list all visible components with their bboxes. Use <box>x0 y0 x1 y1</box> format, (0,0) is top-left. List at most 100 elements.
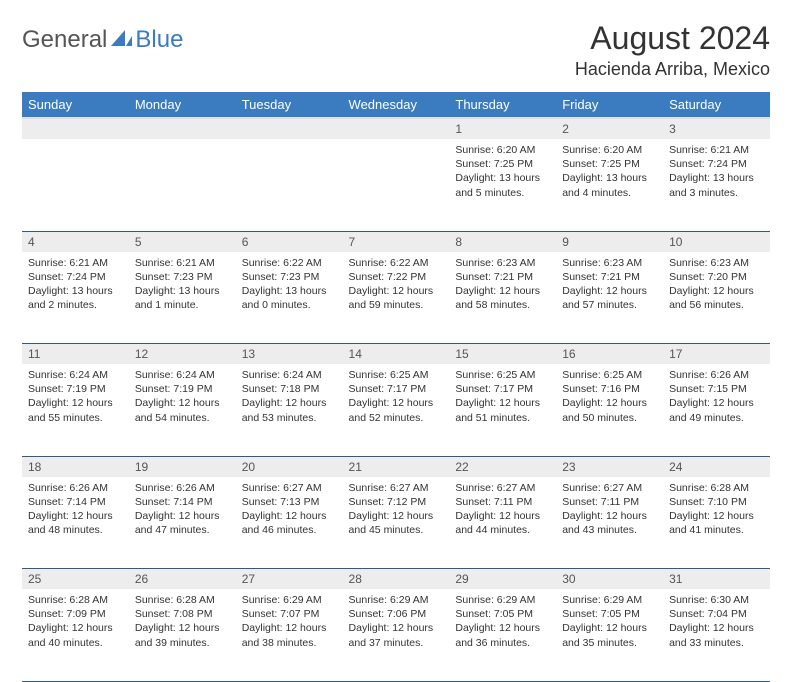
weekday-header: Sunday <box>22 92 129 118</box>
day-cell: Sunrise: 6:29 AMSunset: 7:07 PMDaylight:… <box>236 589 343 681</box>
day-content-row: Sunrise: 6:21 AMSunset: 7:24 PMDaylight:… <box>22 252 770 344</box>
day-number-cell: 2 <box>556 118 663 139</box>
day-number-cell <box>22 118 129 139</box>
day-number-cell: 4 <box>22 231 129 252</box>
weekday-header: Wednesday <box>343 92 450 118</box>
day-cell: Sunrise: 6:28 AMSunset: 7:09 PMDaylight:… <box>22 589 129 681</box>
day-content: Sunrise: 6:29 AMSunset: 7:05 PMDaylight:… <box>449 589 556 656</box>
day-number-cell: 17 <box>663 344 770 365</box>
day-cell: Sunrise: 6:20 AMSunset: 7:25 PMDaylight:… <box>556 139 663 231</box>
day-number-cell: 26 <box>129 569 236 590</box>
day-number-cell: 19 <box>129 456 236 477</box>
brand-sail-icon <box>111 28 133 53</box>
day-number-cell: 24 <box>663 456 770 477</box>
day-content: Sunrise: 6:27 AMSunset: 7:13 PMDaylight:… <box>236 477 343 544</box>
day-number-cell: 23 <box>556 456 663 477</box>
weekday-header: Monday <box>129 92 236 118</box>
weekday-header: Tuesday <box>236 92 343 118</box>
day-cell <box>129 139 236 231</box>
day-number-cell: 5 <box>129 231 236 252</box>
day-cell: Sunrise: 6:22 AMSunset: 7:22 PMDaylight:… <box>343 252 450 344</box>
title-block: August 2024 Hacienda Arriba, Mexico <box>575 20 770 80</box>
day-content: Sunrise: 6:24 AMSunset: 7:19 PMDaylight:… <box>129 364 236 431</box>
day-number-cell: 14 <box>343 344 450 365</box>
day-number-cell <box>129 118 236 139</box>
day-content: Sunrise: 6:23 AMSunset: 7:21 PMDaylight:… <box>556 252 663 319</box>
day-cell: Sunrise: 6:25 AMSunset: 7:16 PMDaylight:… <box>556 364 663 456</box>
day-number-row: 11121314151617 <box>22 344 770 365</box>
day-number-cell: 25 <box>22 569 129 590</box>
calendar-table: SundayMondayTuesdayWednesdayThursdayFrid… <box>22 92 770 682</box>
day-number-cell: 11 <box>22 344 129 365</box>
day-number-cell: 16 <box>556 344 663 365</box>
day-cell: Sunrise: 6:27 AMSunset: 7:13 PMDaylight:… <box>236 477 343 569</box>
day-number-row: 123 <box>22 118 770 139</box>
day-cell: Sunrise: 6:21 AMSunset: 7:24 PMDaylight:… <box>663 139 770 231</box>
day-cell: Sunrise: 6:29 AMSunset: 7:05 PMDaylight:… <box>556 589 663 681</box>
day-number-cell: 3 <box>663 118 770 139</box>
day-number-cell: 29 <box>449 569 556 590</box>
day-cell <box>236 139 343 231</box>
day-content: Sunrise: 6:25 AMSunset: 7:17 PMDaylight:… <box>343 364 450 431</box>
day-number-cell <box>343 118 450 139</box>
day-cell: Sunrise: 6:27 AMSunset: 7:11 PMDaylight:… <box>449 477 556 569</box>
location-name: Hacienda Arriba, Mexico <box>575 59 770 80</box>
day-cell: Sunrise: 6:24 AMSunset: 7:19 PMDaylight:… <box>129 364 236 456</box>
day-number-cell: 7 <box>343 231 450 252</box>
brand-text-general: General <box>22 26 107 54</box>
day-number-row: 45678910 <box>22 231 770 252</box>
day-content: Sunrise: 6:26 AMSunset: 7:14 PMDaylight:… <box>129 477 236 544</box>
day-content: Sunrise: 6:21 AMSunset: 7:24 PMDaylight:… <box>22 252 129 319</box>
day-content: Sunrise: 6:29 AMSunset: 7:07 PMDaylight:… <box>236 589 343 656</box>
day-cell: Sunrise: 6:26 AMSunset: 7:14 PMDaylight:… <box>22 477 129 569</box>
calendar-header-row: SundayMondayTuesdayWednesdayThursdayFrid… <box>22 92 770 118</box>
day-cell: Sunrise: 6:25 AMSunset: 7:17 PMDaylight:… <box>449 364 556 456</box>
day-cell: Sunrise: 6:29 AMSunset: 7:05 PMDaylight:… <box>449 589 556 681</box>
day-number-cell: 15 <box>449 344 556 365</box>
day-number-cell: 28 <box>343 569 450 590</box>
day-number-cell: 20 <box>236 456 343 477</box>
day-number-cell: 30 <box>556 569 663 590</box>
day-number-cell: 1 <box>449 118 556 139</box>
weekday-header: Friday <box>556 92 663 118</box>
day-number-cell: 13 <box>236 344 343 365</box>
day-content: Sunrise: 6:25 AMSunset: 7:16 PMDaylight:… <box>556 364 663 431</box>
day-content: Sunrise: 6:21 AMSunset: 7:24 PMDaylight:… <box>663 139 770 206</box>
brand-logo: General Blue <box>22 20 183 54</box>
brand-text-blue: Blue <box>135 26 183 54</box>
day-content-row: Sunrise: 6:28 AMSunset: 7:09 PMDaylight:… <box>22 589 770 681</box>
day-content: Sunrise: 6:28 AMSunset: 7:09 PMDaylight:… <box>22 589 129 656</box>
day-cell: Sunrise: 6:20 AMSunset: 7:25 PMDaylight:… <box>449 139 556 231</box>
day-number-cell <box>236 118 343 139</box>
day-number-row: 18192021222324 <box>22 456 770 477</box>
day-cell: Sunrise: 6:27 AMSunset: 7:11 PMDaylight:… <box>556 477 663 569</box>
day-cell: Sunrise: 6:28 AMSunset: 7:10 PMDaylight:… <box>663 477 770 569</box>
header: General Blue August 2024 Hacienda Arriba… <box>22 20 770 80</box>
day-cell <box>22 139 129 231</box>
day-content: Sunrise: 6:23 AMSunset: 7:20 PMDaylight:… <box>663 252 770 319</box>
day-content: Sunrise: 6:27 AMSunset: 7:11 PMDaylight:… <box>556 477 663 544</box>
day-content: Sunrise: 6:20 AMSunset: 7:25 PMDaylight:… <box>556 139 663 206</box>
day-content-row: Sunrise: 6:24 AMSunset: 7:19 PMDaylight:… <box>22 364 770 456</box>
day-cell: Sunrise: 6:23 AMSunset: 7:21 PMDaylight:… <box>449 252 556 344</box>
day-content: Sunrise: 6:27 AMSunset: 7:11 PMDaylight:… <box>449 477 556 544</box>
day-content: Sunrise: 6:28 AMSunset: 7:08 PMDaylight:… <box>129 589 236 656</box>
weekday-header: Thursday <box>449 92 556 118</box>
day-content: Sunrise: 6:22 AMSunset: 7:23 PMDaylight:… <box>236 252 343 319</box>
day-number-cell: 21 <box>343 456 450 477</box>
day-cell: Sunrise: 6:23 AMSunset: 7:20 PMDaylight:… <box>663 252 770 344</box>
day-cell: Sunrise: 6:21 AMSunset: 7:24 PMDaylight:… <box>22 252 129 344</box>
day-cell: Sunrise: 6:21 AMSunset: 7:23 PMDaylight:… <box>129 252 236 344</box>
day-number-cell: 18 <box>22 456 129 477</box>
day-content: Sunrise: 6:25 AMSunset: 7:17 PMDaylight:… <box>449 364 556 431</box>
day-number-row: 25262728293031 <box>22 569 770 590</box>
weekday-header: Saturday <box>663 92 770 118</box>
day-content: Sunrise: 6:20 AMSunset: 7:25 PMDaylight:… <box>449 139 556 206</box>
day-content: Sunrise: 6:21 AMSunset: 7:23 PMDaylight:… <box>129 252 236 319</box>
day-number-cell: 12 <box>129 344 236 365</box>
day-content: Sunrise: 6:23 AMSunset: 7:21 PMDaylight:… <box>449 252 556 319</box>
day-cell: Sunrise: 6:22 AMSunset: 7:23 PMDaylight:… <box>236 252 343 344</box>
month-title: August 2024 <box>575 20 770 57</box>
day-content: Sunrise: 6:24 AMSunset: 7:19 PMDaylight:… <box>22 364 129 431</box>
day-cell: Sunrise: 6:28 AMSunset: 7:08 PMDaylight:… <box>129 589 236 681</box>
